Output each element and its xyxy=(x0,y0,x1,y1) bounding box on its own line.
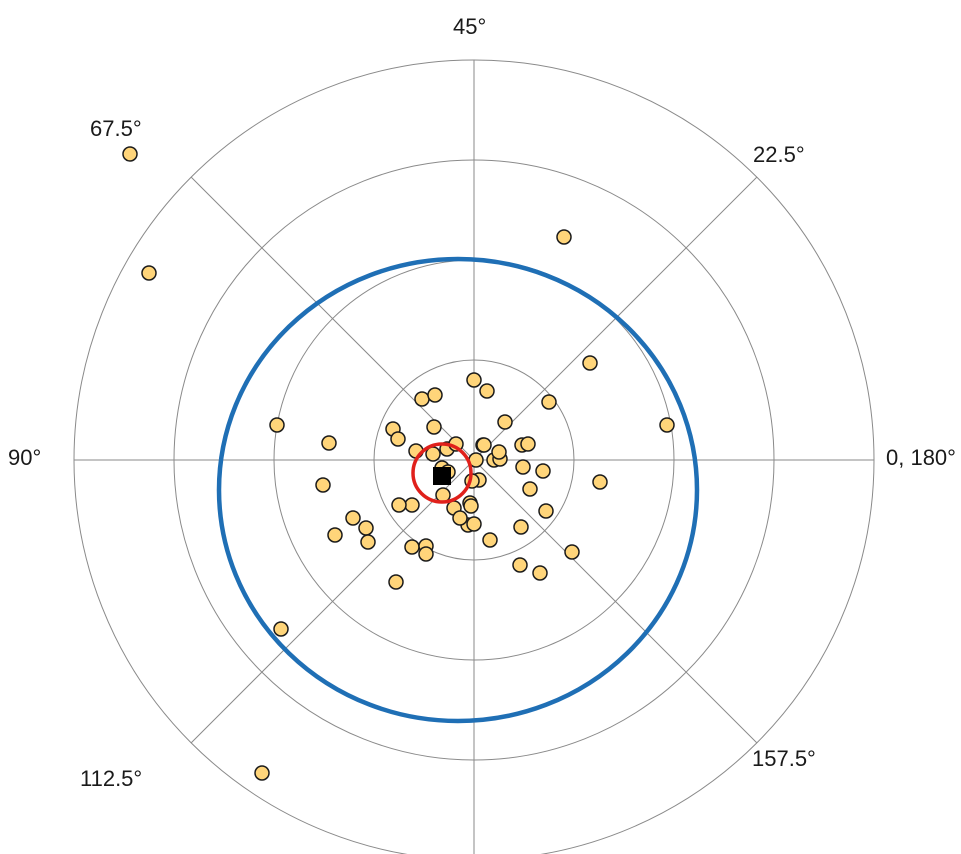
data-point-51 xyxy=(513,519,529,535)
data-point-41 xyxy=(491,444,507,460)
data-point-2 xyxy=(269,417,285,433)
data-point-49 xyxy=(592,474,608,490)
data-point-44 xyxy=(520,436,536,452)
data-point-30 xyxy=(452,510,468,526)
data-point-48 xyxy=(541,394,557,410)
data-point-18 xyxy=(390,431,406,447)
data-point-14 xyxy=(391,497,407,513)
angle-label-45: 45° xyxy=(453,14,486,39)
data-point-50 xyxy=(582,355,598,371)
angle-label-0: 0, 180° xyxy=(886,445,956,470)
angle-label-112-5: 112.5° xyxy=(80,766,142,791)
angle-label-67-5: 67.5° xyxy=(90,116,142,141)
data-point-45 xyxy=(515,459,531,475)
data-point-8 xyxy=(360,534,376,550)
angle-label-22-5: 22.5° xyxy=(753,142,805,167)
overlays xyxy=(216,256,700,724)
data-point-56 xyxy=(564,544,580,560)
data-point-12 xyxy=(418,546,434,562)
data-point-46 xyxy=(535,463,551,479)
data-point-21 xyxy=(426,419,442,435)
data-point-60 xyxy=(273,621,289,637)
data-point-58 xyxy=(659,417,675,433)
data-point-10 xyxy=(404,539,420,555)
data-point-55 xyxy=(532,565,548,581)
data-points xyxy=(122,146,675,781)
data-point-6 xyxy=(327,527,343,543)
data-point-33 xyxy=(479,383,495,399)
data-point-47 xyxy=(522,481,538,497)
grid-spoke-7 xyxy=(473,459,758,744)
data-point-19 xyxy=(414,391,430,407)
red-circle xyxy=(411,442,473,504)
data-point-20 xyxy=(427,387,443,403)
data-point-53 xyxy=(482,532,498,548)
blue-ellipse xyxy=(216,256,700,724)
data-point-57 xyxy=(538,503,554,519)
angle-labels: 0, 180° 22.5° 45° 67.5° 90° 112.5° 157.5… xyxy=(8,14,956,791)
data-point-0 xyxy=(122,146,138,162)
mean-marker xyxy=(433,467,451,485)
markers xyxy=(411,442,473,504)
data-point-28 xyxy=(463,498,479,514)
data-point-59 xyxy=(556,229,572,245)
data-point-5 xyxy=(345,510,361,526)
angle-label-157-5: 157.5° xyxy=(752,746,816,771)
grid-spoke-5 xyxy=(190,459,475,744)
grid-spoke-3 xyxy=(190,176,475,461)
data-point-52 xyxy=(466,516,482,532)
data-point-38 xyxy=(476,437,492,453)
data-point-1 xyxy=(141,265,157,281)
data-point-3 xyxy=(321,435,337,451)
data-point-54 xyxy=(512,557,528,573)
data-point-32 xyxy=(466,372,482,388)
angle-label-90: 90° xyxy=(8,445,41,470)
data-point-61 xyxy=(254,765,270,781)
data-point-42 xyxy=(497,414,513,430)
data-point-7 xyxy=(358,520,374,536)
data-point-9 xyxy=(388,574,404,590)
data-point-4 xyxy=(315,477,331,493)
data-point-13 xyxy=(404,497,420,513)
